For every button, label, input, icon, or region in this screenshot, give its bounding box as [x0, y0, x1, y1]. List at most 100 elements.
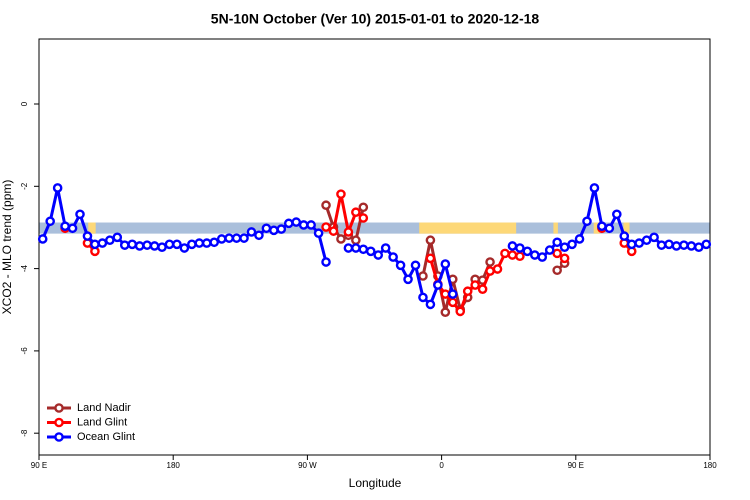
- data-point: [313, 228, 324, 239]
- data-point: [485, 266, 495, 276]
- data-point: [97, 238, 108, 248]
- y-tick-label: -4: [20, 265, 29, 273]
- data-point: [679, 240, 689, 250]
- data-point: [380, 243, 391, 253]
- land-span: [88, 222, 96, 234]
- data-point: [321, 200, 331, 211]
- data-point: [425, 235, 436, 246]
- chart-title: 5N-10N October (Ver 10) 2015-01-01 to 20…: [211, 11, 540, 27]
- data-point: [112, 232, 123, 243]
- x-axis-label: Longitude: [349, 476, 402, 490]
- data-point: [462, 286, 473, 297]
- data-point: [455, 306, 466, 317]
- data-point: [276, 224, 287, 234]
- data-point: [321, 222, 331, 232]
- legend-marker: [54, 417, 64, 428]
- data-point: [351, 207, 361, 218]
- data-point: [388, 252, 398, 262]
- data-point: [425, 253, 436, 264]
- data-point: [231, 233, 242, 243]
- data-point: [485, 257, 495, 267]
- data-point: [574, 234, 585, 244]
- data-point: [373, 250, 384, 260]
- data-point: [351, 243, 361, 253]
- data-point: [269, 225, 279, 236]
- data-point: [604, 223, 615, 234]
- data-point: [358, 244, 369, 255]
- data-point: [336, 189, 346, 199]
- data-point: [619, 231, 630, 241]
- data-point: [492, 264, 503, 274]
- data-point: [686, 241, 697, 251]
- x-tick-label: 90 W: [298, 461, 317, 470]
- data-point: [641, 235, 652, 246]
- data-point: [664, 239, 674, 250]
- data-point: [52, 183, 63, 193]
- data-point: [351, 235, 361, 246]
- data-point: [447, 297, 458, 308]
- data-point: [75, 209, 85, 220]
- data-point: [343, 243, 354, 253]
- data-point: [582, 216, 592, 227]
- data-point: [589, 183, 600, 193]
- y-tick-label: -8: [20, 429, 29, 437]
- y-axis-label: XCO2 - MLO trend (ppm): [0, 180, 14, 315]
- data-point: [283, 218, 294, 229]
- data-point: [45, 216, 55, 227]
- land-span: [419, 222, 517, 234]
- data-point: [612, 209, 622, 220]
- data-point: [291, 217, 302, 227]
- data-point: [537, 252, 548, 262]
- data-point: [209, 237, 220, 248]
- data-point: [343, 227, 354, 237]
- data-point: [194, 238, 205, 248]
- data-point: [358, 213, 369, 223]
- data-point: [105, 235, 115, 246]
- data-point: [425, 299, 436, 310]
- legend-marker: [54, 432, 64, 442]
- data-point: [321, 257, 331, 267]
- data-point: [544, 245, 555, 255]
- x-tick-label: 90 E: [568, 461, 584, 470]
- x-tick-label: 90 E: [31, 461, 47, 470]
- x-tick-label: 180: [167, 461, 181, 470]
- data-point: [254, 230, 264, 241]
- data-point: [507, 241, 518, 251]
- data-point: [67, 223, 78, 234]
- data-point: [261, 223, 272, 234]
- data-point: [694, 242, 704, 253]
- data-point: [507, 250, 518, 260]
- data-point: [149, 241, 160, 251]
- legend-label: Land Nadir: [77, 402, 131, 414]
- data-point: [440, 259, 451, 269]
- legend-marker: [54, 403, 64, 413]
- land-span: [593, 222, 600, 234]
- data-point: [470, 280, 480, 290]
- data-point: [649, 232, 659, 243]
- data-point: [522, 246, 533, 257]
- data-point: [395, 260, 406, 271]
- data-point: [187, 239, 197, 250]
- data-point: [410, 260, 421, 271]
- land-span: [553, 222, 558, 234]
- data-point: [626, 239, 637, 250]
- data-point: [142, 240, 152, 250]
- data-point: [597, 221, 607, 232]
- data-point: [119, 240, 130, 250]
- data-point: [336, 234, 346, 244]
- data-point: [127, 239, 137, 250]
- data-point: [559, 242, 570, 253]
- data-point: [529, 250, 540, 260]
- data-point: [328, 226, 339, 236]
- data-point: [164, 239, 175, 250]
- data-point: [134, 241, 145, 251]
- data-point: [567, 239, 577, 250]
- data-point: [179, 243, 190, 253]
- data-point: [216, 234, 227, 244]
- data-point: [224, 233, 234, 243]
- data-point: [500, 248, 510, 259]
- data-point: [60, 221, 70, 232]
- data-point: [201, 238, 212, 248]
- data-point: [172, 239, 182, 250]
